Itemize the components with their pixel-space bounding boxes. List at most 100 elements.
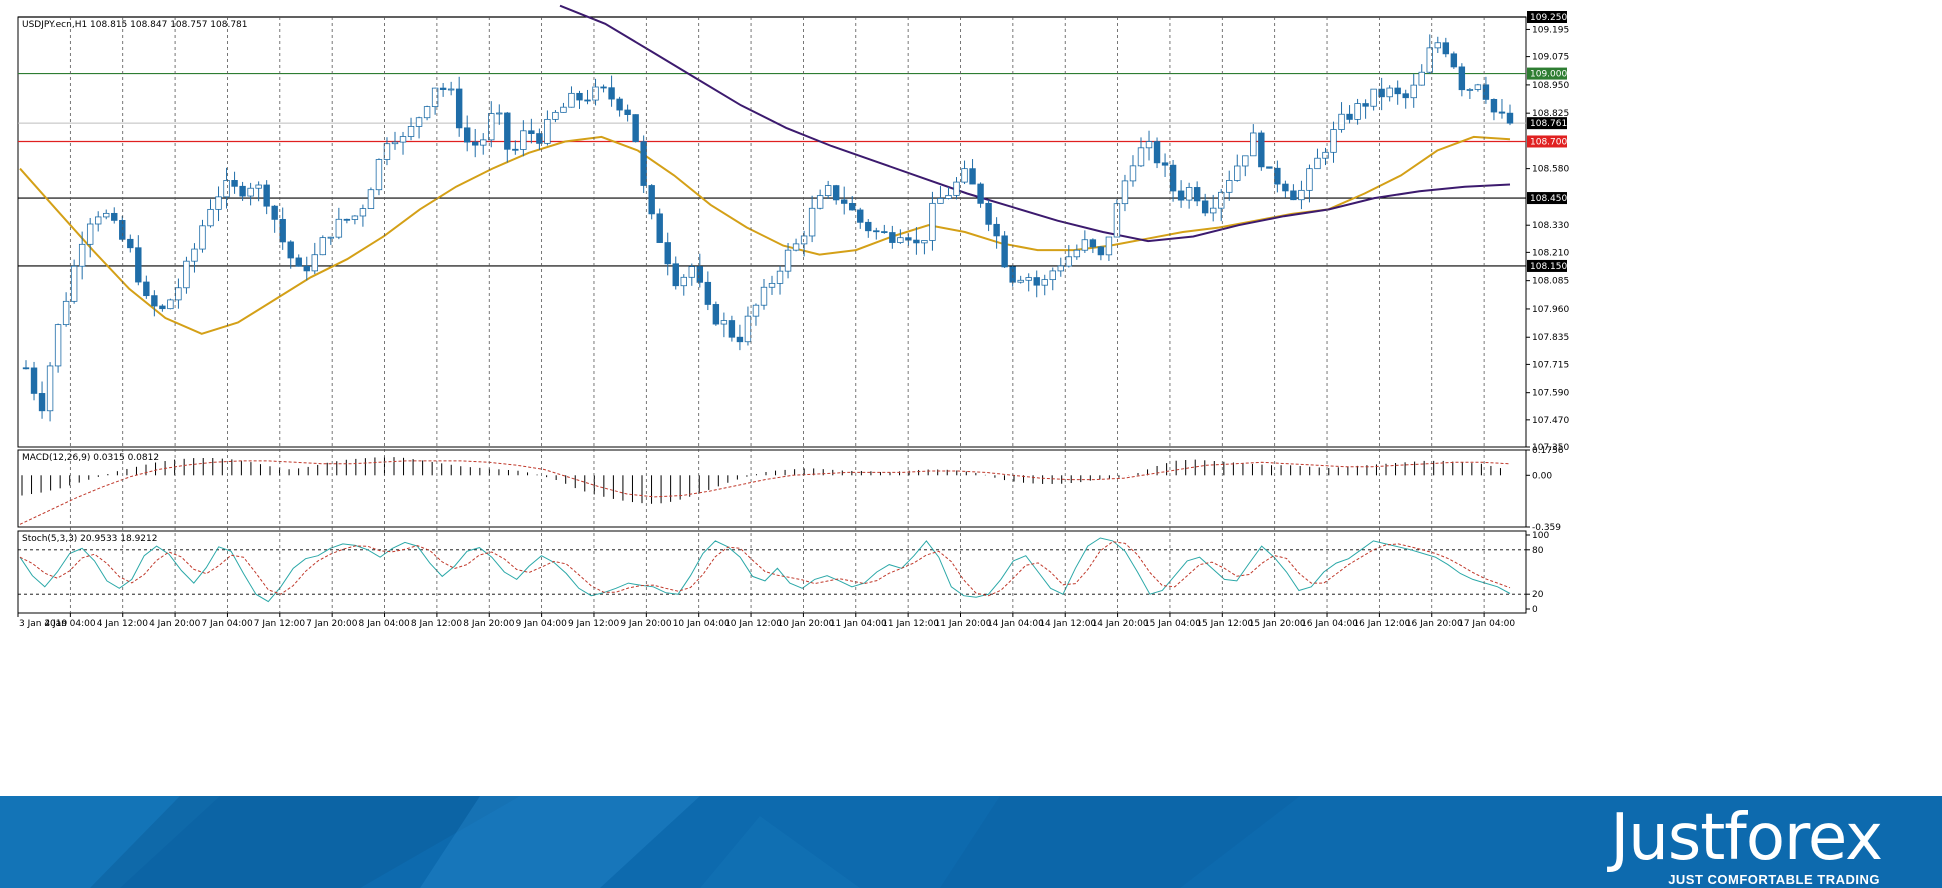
candle-bull (327, 236, 335, 239)
candle-bull (78, 243, 86, 267)
candle-bear (616, 98, 623, 111)
candle-bear (1274, 167, 1281, 185)
candle-bear (648, 185, 655, 215)
candle-bear (728, 320, 736, 338)
candle-bull (359, 208, 367, 217)
candle-bull (1145, 141, 1153, 149)
banner-pattern (0, 796, 1300, 888)
level-tag-label: 108.450 (1530, 194, 1567, 204)
candle-bull (520, 130, 527, 150)
stoch-tick-label: 0 (1532, 605, 1538, 615)
candle-bull (431, 87, 439, 108)
candle-bull (1306, 168, 1313, 191)
candle-bull (953, 181, 960, 196)
candle-bear (279, 218, 286, 243)
brand-logo: Justforex (1610, 801, 1883, 875)
candle-bear (865, 221, 872, 232)
time-tick-label: 8 Jan 04:00 (359, 619, 411, 629)
candle-bear (135, 247, 142, 283)
price-tick-label: 108.580 (1532, 165, 1569, 175)
brand-banner: Justforex JUST COMFORTABLE TRADING (0, 796, 1942, 888)
candle-bull (488, 113, 495, 141)
level-tag-108.700 (1527, 135, 1567, 148)
macd-axis: 0.1756 0.00 -0.359 (1526, 446, 1564, 533)
candle-bull (1209, 207, 1217, 214)
candle-bear (159, 305, 166, 310)
candle-bull (1113, 203, 1121, 238)
time-tick-label: 16 Jan 20:00 (1406, 619, 1463, 629)
level-tag-108.761 (1527, 117, 1567, 130)
candle-bull (1049, 270, 1056, 281)
candle-bull (961, 168, 968, 183)
candle-bull (311, 254, 318, 272)
candle-bull (592, 86, 599, 101)
candle-bull (1041, 279, 1048, 286)
candle-bear (1161, 162, 1169, 166)
candle-bull (1226, 180, 1233, 193)
candle-bull (399, 136, 407, 143)
candle-bear (624, 109, 631, 115)
candle-bull (945, 194, 952, 199)
candle-bear (1482, 84, 1490, 100)
brand-tagline: JUST COMFORTABLE TRADING (1668, 872, 1880, 887)
candle-bull (480, 139, 487, 146)
candle-bear (840, 199, 848, 204)
time-tick-label: 8 Jan 20:00 (463, 619, 515, 629)
level-tag-label: 108.700 (1530, 137, 1567, 147)
price-tick-label: 109.195 (1532, 25, 1569, 35)
candle-bear (343, 218, 351, 221)
candle-bear (38, 393, 46, 412)
candle-bull (1330, 129, 1337, 153)
candle-bear (1442, 42, 1450, 55)
ma-slow-line (559, 4, 1511, 243)
candle-bull (720, 320, 728, 325)
candle-bear (295, 257, 302, 267)
candle-bear (1193, 187, 1201, 202)
candle-bear (1394, 87, 1401, 95)
candle-bull (407, 126, 415, 137)
candle-bull (215, 196, 222, 210)
candle-bull (496, 112, 503, 115)
candle-bull (760, 286, 768, 306)
price-tick-label: 107.960 (1532, 305, 1569, 315)
candle-bear (528, 130, 535, 134)
candle-bull (223, 180, 230, 198)
candle-bull (1370, 88, 1377, 107)
stoch-pane-frame (17, 530, 1527, 614)
price-tick-label: 107.350 (1532, 443, 1569, 453)
candle-bear (1378, 88, 1385, 98)
candle-bear (1506, 112, 1514, 124)
candle-bear (1458, 66, 1466, 91)
candle-bull (351, 215, 359, 220)
candle-bull (1474, 84, 1482, 90)
time-tick-label: 7 Jan 12:00 (254, 619, 306, 629)
candle-bear (127, 238, 134, 249)
candle-bull (207, 208, 214, 227)
candle-bear (640, 141, 647, 186)
time-tick-label: 15 Jan 04:00 (1144, 619, 1201, 629)
candle-bull (1057, 265, 1064, 272)
candle-bear (1201, 200, 1209, 214)
candle-bull (103, 212, 110, 218)
candle-bear (30, 367, 38, 394)
time-tick-label: 10 Jan 20:00 (777, 619, 834, 629)
candle-bull (1418, 71, 1425, 86)
candle-bear (1402, 93, 1409, 99)
candle-bear (1290, 190, 1297, 201)
candle-bull (1137, 147, 1145, 167)
price-tick-label: 108.825 (1532, 109, 1569, 119)
stoch-main-line (19, 537, 1511, 603)
price-tick-label: 108.210 (1532, 248, 1569, 258)
candle-bear (263, 184, 270, 207)
level-tag-label: 108.150 (1530, 262, 1567, 272)
time-tick-label: 10 Jan 04:00 (673, 619, 730, 629)
candle-bear (1033, 277, 1040, 286)
candle-bear (664, 242, 671, 265)
candle-bear (1258, 132, 1265, 168)
candle-bull (367, 189, 375, 210)
candle-bull (447, 88, 455, 91)
candle-bull (415, 117, 423, 127)
candle-bull (1129, 165, 1137, 182)
